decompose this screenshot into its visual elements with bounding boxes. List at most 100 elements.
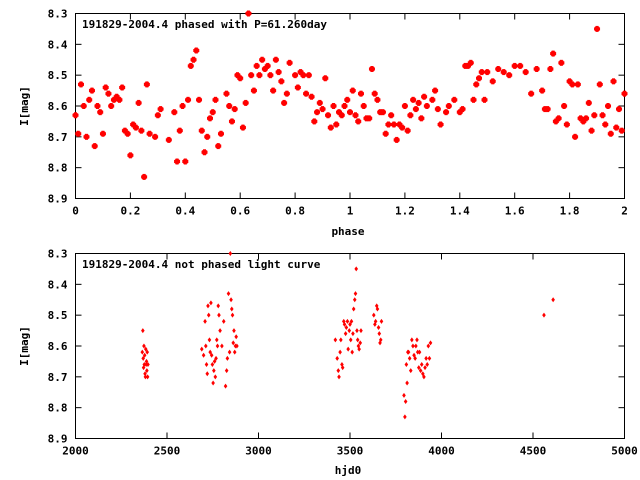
data-point [563, 121, 570, 128]
data-point-core [235, 72, 240, 78]
data-point-core [139, 128, 144, 133]
data-point [217, 130, 224, 137]
data-point-core [421, 94, 427, 99]
data-point-core [482, 97, 487, 103]
data-point [607, 130, 614, 137]
data-point-core [416, 100, 421, 106]
data-point-core [177, 128, 183, 133]
data-point [97, 109, 104, 116]
data-point-core [408, 113, 413, 118]
data-point-core [292, 72, 298, 78]
data-point [203, 318, 207, 324]
data-point [354, 266, 359, 272]
data-point-core [119, 85, 125, 90]
data-point [517, 62, 524, 69]
data-point-core [287, 60, 292, 66]
data-point [335, 355, 339, 361]
data-point [437, 121, 444, 128]
data-point [143, 346, 148, 352]
data-point [292, 72, 299, 79]
data-point [221, 318, 226, 324]
data-point [119, 84, 126, 91]
data-point [478, 69, 485, 76]
data-point-core [567, 79, 572, 84]
data-point-core [611, 79, 616, 84]
data-point [124, 130, 131, 137]
data-point-core [347, 109, 353, 115]
data-point [336, 109, 343, 116]
data-point-core [465, 63, 471, 69]
data-point-core [430, 97, 435, 103]
data-point [341, 103, 348, 109]
data-point [577, 115, 584, 122]
unphased-light-curve-chart: 2000 2500 3000 3500 4000 4500 5000 8.3 8.4 8.5 8.6… [18, 248, 638, 478]
data-point-core [152, 134, 158, 140]
data-point [399, 124, 406, 131]
data-point [511, 62, 518, 69]
data-point-core [614, 125, 619, 130]
data-point [205, 371, 210, 377]
data-point [419, 362, 424, 367]
data-point [141, 173, 148, 180]
data-point [616, 106, 623, 113]
data-point [339, 337, 343, 343]
y-tick-label: 8.9 [48, 193, 68, 206]
data-point-core [372, 91, 377, 96]
data-point [245, 10, 252, 17]
data-point [451, 96, 458, 103]
data-point [359, 328, 363, 334]
data-point-core [517, 63, 523, 69]
data-point-core [490, 79, 495, 84]
data-point [415, 337, 419, 343]
data-point [226, 103, 233, 109]
data-point [110, 96, 117, 103]
data-point-core [528, 91, 534, 96]
data-point-core [345, 97, 350, 103]
data-point [425, 362, 430, 367]
data-point-core [174, 159, 180, 164]
data-point [411, 343, 415, 349]
data-point [207, 115, 214, 122]
data-point [533, 66, 540, 72]
data-point-core [207, 116, 213, 121]
data-point [196, 96, 203, 103]
data-point [403, 399, 408, 404]
data-point-core [312, 119, 317, 124]
data-point [198, 127, 205, 134]
data-point [371, 90, 378, 97]
data-point-core [564, 122, 570, 127]
data-point-core [81, 103, 86, 109]
data-point [443, 109, 450, 116]
data-point-core [213, 97, 218, 103]
data-point [212, 96, 219, 103]
data-point [402, 392, 406, 398]
y-tick-label: 8.8 [48, 402, 68, 415]
data-point [174, 158, 181, 165]
data-point-core [147, 131, 152, 136]
data-point [239, 124, 246, 131]
data-point-core [199, 128, 204, 133]
data-point [314, 109, 321, 116]
data-point-core [561, 103, 567, 109]
data-point [319, 106, 326, 113]
data-point-core [548, 66, 553, 72]
data-point [539, 87, 546, 94]
data-point [542, 312, 546, 318]
data-point-core [172, 109, 177, 115]
data-point [338, 112, 345, 119]
data-point [417, 349, 422, 355]
data-point-core [388, 113, 394, 118]
data-point-core [243, 100, 248, 106]
data-point [481, 96, 488, 103]
data-point [351, 306, 356, 312]
data-point [346, 346, 350, 352]
data-point [432, 87, 439, 94]
data-point-core [325, 113, 331, 118]
data-point [414, 343, 418, 349]
data-point [555, 115, 562, 122]
data-point [138, 127, 145, 134]
data-point-core [452, 97, 457, 103]
data-point [201, 149, 208, 156]
data-point-core [106, 91, 111, 96]
data-point-core [232, 106, 237, 112]
